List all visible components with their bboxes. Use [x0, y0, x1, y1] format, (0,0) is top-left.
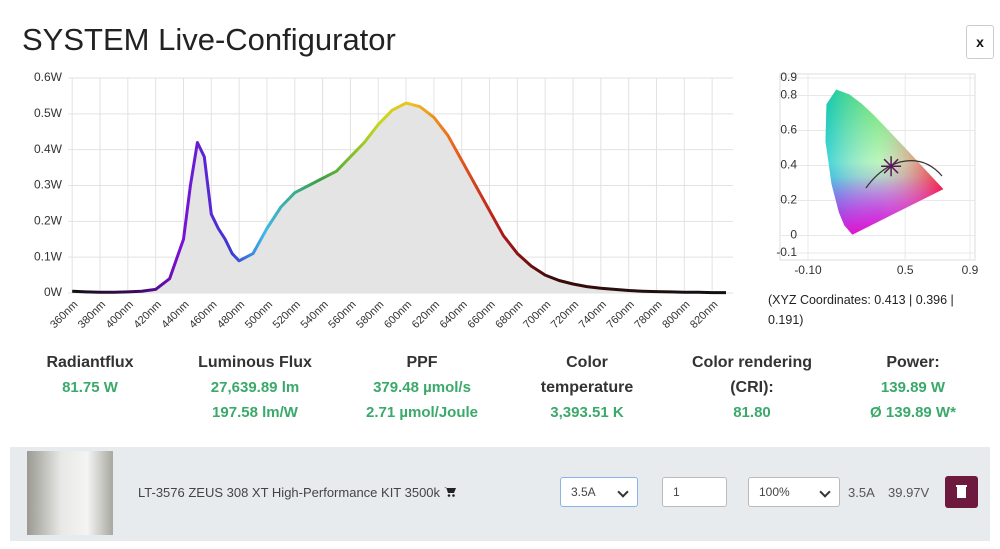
- delete-button[interactable]: [945, 476, 978, 508]
- current-text: 3.5A: [848, 485, 875, 500]
- plot-frame: [779, 73, 976, 261]
- product-image: [27, 451, 113, 535]
- x-tick-label: 500nm: [243, 299, 275, 331]
- cart-icon: [443, 487, 456, 497]
- x-tick-label: 520nm: [271, 299, 303, 331]
- y-tick-label: -0.1: [776, 245, 797, 259]
- stat: Power: 139.89 W Ø 139.89 W*: [828, 350, 998, 425]
- spectrum-area: [72, 103, 727, 293]
- y-tick-label: 0.2: [780, 193, 797, 207]
- x-tick-label: 580nm: [354, 299, 386, 331]
- stat-label: Luminous Flux: [198, 354, 312, 371]
- x-tick-label: 360nm: [48, 299, 80, 331]
- x-tick-label: 0.9: [962, 263, 979, 277]
- y-tick-label: 0.5W: [34, 106, 63, 120]
- color-point: [881, 156, 902, 177]
- stat: Color rendering (CRI): 81.80: [667, 350, 837, 425]
- x-tick-label: 720nm: [549, 299, 581, 331]
- stat-value: 81.75 W: [62, 379, 118, 396]
- cie-chart: 0.9 0.8 0.6 0.4 0.2 0 -0.1 -0.10 0.5 0.9: [776, 70, 978, 277]
- charts: 0W 0.1W 0.2W 0.3W 0.4W 0.5W 0.6W 360nm380nm400n…: [34, 70, 979, 331]
- x-tick-label: 460nm: [187, 299, 219, 331]
- stat-value: 3,393.51 K: [550, 404, 624, 421]
- x-tick-label: 660nm: [465, 299, 497, 331]
- stat-value: 2.71 µmol/Joule: [365, 404, 479, 421]
- x-tick-label: 400nm: [104, 299, 136, 331]
- trash-icon: [956, 485, 967, 498]
- x-tick-label: 420nm: [132, 299, 164, 331]
- planck-locus: [865, 160, 943, 189]
- x-tick-label: 680nm: [493, 299, 525, 331]
- product-name[interactable]: LT-3576 ZEUS 308 XT High-Performance KIT…: [138, 485, 456, 500]
- x-tick-label: 480nm: [215, 299, 247, 331]
- close-button[interactable]: x: [966, 25, 994, 59]
- product-name-text[interactable]: LT-3576 ZEUS 308 XT High-Performance KIT…: [138, 485, 441, 500]
- cie-caption: (XYZ Coordinates: 0.413 | 0.396 | 0.191): [768, 293, 954, 327]
- x-tick-label: -0.10: [794, 263, 822, 277]
- gamut-purple: [825, 89, 944, 235]
- stat-label: Power:: [886, 354, 940, 371]
- stat-value: 139.89 W: [880, 379, 946, 396]
- stat-value: 197.58 lm/W: [212, 404, 298, 421]
- stat-label: PPF: [406, 354, 438, 371]
- stat-value: Ø 139.89 W*: [870, 404, 956, 421]
- x-tick-label: 540nm: [298, 299, 330, 331]
- y-tick-label: 0.2W: [34, 214, 63, 228]
- current-select[interactable]: 3.5A: [560, 477, 638, 507]
- y-tick-label: 0: [790, 228, 797, 242]
- stat: Luminous Flux 27,639.89 lm 197.58 lm/W: [170, 350, 340, 425]
- stat-value: 27,639.89 lm: [210, 379, 300, 396]
- y-tick-label: 0.3W: [34, 178, 63, 192]
- quantity-input[interactable]: 1: [662, 477, 727, 507]
- x-tick-label: 820nm: [688, 299, 720, 331]
- x-tick-label: 640nm: [438, 299, 470, 331]
- x-tick-label: 700nm: [521, 299, 553, 331]
- spectrum-line: [72, 101, 726, 295]
- x-tick-label: 780nm: [632, 299, 664, 331]
- stat-value: 81.80: [733, 404, 771, 421]
- stat-label: Radiantflux: [46, 354, 134, 371]
- stat-label: Color rendering (CRI):: [691, 354, 812, 396]
- y-tick-label: 0.1W: [34, 249, 63, 263]
- stat-label: Color temperature: [540, 354, 634, 396]
- product-row: LT-3576 ZEUS 308 XT High-Performance KIT…: [10, 447, 990, 541]
- y-tick-label: 0.4: [780, 158, 797, 172]
- x-tick-label: 740nm: [577, 299, 609, 331]
- stat: Color temperature 3,393.51 K: [502, 350, 672, 425]
- x-tick-label: 440nm: [159, 299, 191, 331]
- y-tick-label: 0.4W: [34, 142, 63, 156]
- y-tick-label: 0.6: [780, 123, 797, 137]
- y-tick-label: 0W: [44, 285, 63, 299]
- x-tick-label: 560nm: [326, 299, 358, 331]
- x-tick-label: 800nm: [660, 299, 692, 331]
- x-tick-label: 760nm: [605, 299, 637, 331]
- x-tick-label: 620nm: [410, 299, 442, 331]
- x-tick-label: 380nm: [76, 299, 108, 331]
- y-tick-label: 0.9: [780, 70, 797, 84]
- dialog-title: SYSTEM Live-Configurator: [22, 22, 396, 57]
- y-tick-label: 0.8: [780, 88, 797, 102]
- dimming-select[interactable]: 100%: [748, 477, 840, 507]
- y-tick-label: 0.6W: [34, 70, 63, 84]
- x-tick-label: 0.5: [897, 263, 914, 277]
- x-tick-label: 600nm: [382, 299, 414, 331]
- stat-value: 379.48 µmol/s: [373, 379, 471, 396]
- stat: PPF 379.48 µmol/s 2.71 µmol/Joule: [337, 350, 507, 425]
- stat: Radiantflux 81.75 W: [5, 350, 175, 400]
- spectrum-chart: 0W 0.1W 0.2W 0.3W 0.4W 0.5W 0.6W 360nm380nm400n…: [34, 70, 733, 331]
- voltage-text: 39.97V: [888, 485, 930, 500]
